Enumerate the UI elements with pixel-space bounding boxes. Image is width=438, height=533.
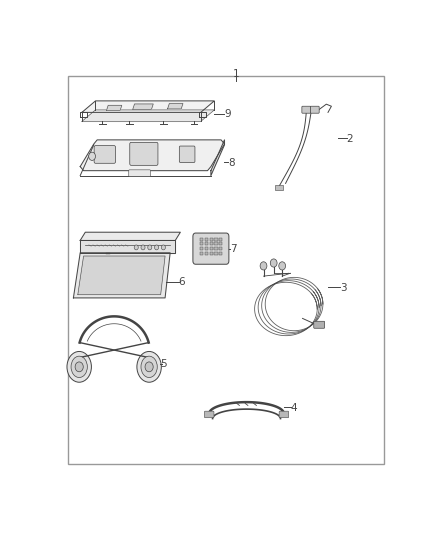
Text: 6: 6 xyxy=(179,277,185,287)
FancyBboxPatch shape xyxy=(314,321,325,328)
Bar xyxy=(209,247,213,251)
Text: 5: 5 xyxy=(160,359,166,369)
Bar xyxy=(214,252,218,255)
Bar xyxy=(209,243,213,245)
Text: 2: 2 xyxy=(346,134,353,144)
Circle shape xyxy=(141,245,145,250)
Bar xyxy=(219,252,223,255)
FancyBboxPatch shape xyxy=(130,142,158,165)
Polygon shape xyxy=(82,110,214,122)
Text: 7: 7 xyxy=(230,245,237,254)
Bar xyxy=(200,252,203,255)
Circle shape xyxy=(145,362,153,372)
Circle shape xyxy=(270,259,277,267)
Ellipse shape xyxy=(137,351,161,382)
Polygon shape xyxy=(133,104,153,109)
Bar xyxy=(205,238,208,241)
Circle shape xyxy=(161,245,166,250)
Polygon shape xyxy=(80,140,224,171)
Bar xyxy=(275,185,283,190)
Bar xyxy=(214,247,218,251)
Bar xyxy=(219,247,223,251)
Polygon shape xyxy=(74,253,170,298)
Bar xyxy=(214,243,218,245)
Bar xyxy=(200,247,203,251)
FancyBboxPatch shape xyxy=(279,411,289,418)
Polygon shape xyxy=(168,103,183,109)
Bar xyxy=(200,238,203,241)
Circle shape xyxy=(134,245,138,250)
Bar xyxy=(209,252,213,255)
FancyBboxPatch shape xyxy=(94,146,116,163)
Bar xyxy=(219,243,223,245)
Bar xyxy=(209,238,213,241)
Ellipse shape xyxy=(67,351,92,382)
FancyBboxPatch shape xyxy=(129,170,151,176)
Circle shape xyxy=(155,245,159,250)
Text: 4: 4 xyxy=(291,403,297,413)
FancyBboxPatch shape xyxy=(302,106,311,113)
Ellipse shape xyxy=(141,356,157,377)
Text: 8: 8 xyxy=(228,158,234,168)
Ellipse shape xyxy=(71,356,87,377)
Bar xyxy=(214,238,218,241)
Polygon shape xyxy=(80,240,175,253)
Circle shape xyxy=(260,262,267,270)
Polygon shape xyxy=(80,232,180,240)
FancyBboxPatch shape xyxy=(193,233,229,264)
Circle shape xyxy=(148,245,152,250)
Polygon shape xyxy=(211,140,224,175)
Bar xyxy=(200,243,203,245)
Text: 9: 9 xyxy=(224,109,231,119)
Bar xyxy=(219,238,223,241)
Text: 1: 1 xyxy=(233,69,240,79)
Polygon shape xyxy=(82,101,214,112)
Circle shape xyxy=(279,262,286,270)
Circle shape xyxy=(88,152,95,160)
FancyBboxPatch shape xyxy=(205,411,214,418)
Polygon shape xyxy=(106,106,122,110)
Bar xyxy=(205,252,208,255)
Circle shape xyxy=(75,362,83,372)
FancyBboxPatch shape xyxy=(311,106,319,113)
Text: 3: 3 xyxy=(340,282,346,293)
Bar xyxy=(205,243,208,245)
FancyBboxPatch shape xyxy=(179,146,195,163)
Bar xyxy=(205,247,208,251)
Polygon shape xyxy=(78,256,165,295)
